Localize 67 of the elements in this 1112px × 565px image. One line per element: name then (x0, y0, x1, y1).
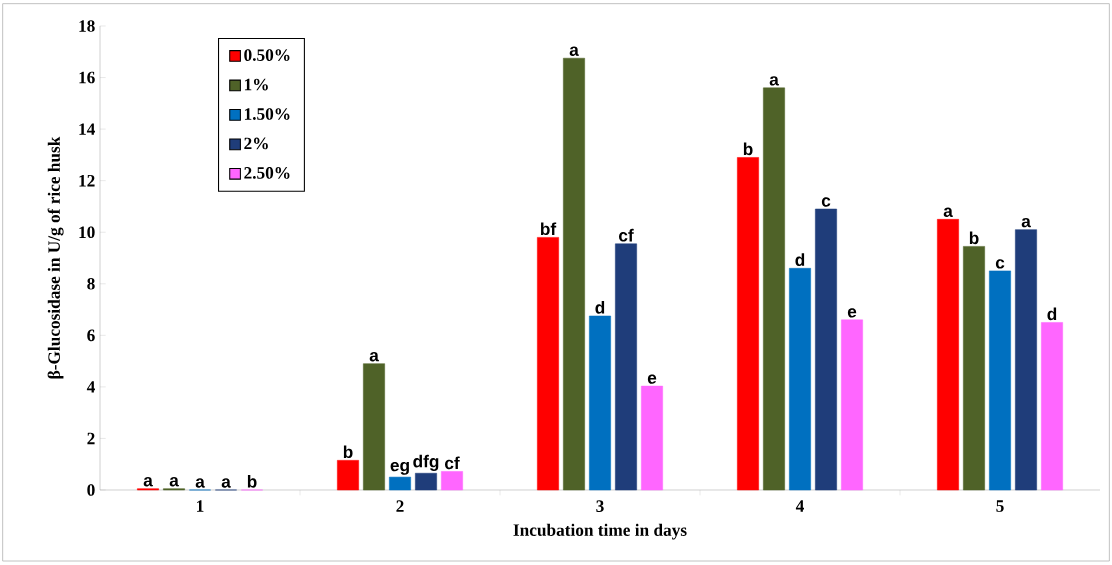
legend-label: 2% (244, 137, 268, 150)
data-label: d (795, 253, 805, 267)
y-tick-label: 14 (79, 123, 95, 135)
data-label: a (369, 351, 379, 362)
bar (989, 270, 1011, 491)
data-label: a (769, 76, 779, 86)
data-label: b (343, 445, 353, 459)
x-axis-title: Incubation time in days (513, 523, 687, 540)
data-label: e (647, 374, 657, 384)
bar (537, 237, 559, 491)
data-label: a (169, 476, 179, 487)
data-label: a (221, 478, 231, 488)
data-label: c (995, 259, 1005, 269)
data-label: e (847, 308, 857, 318)
x-tick-label: 3 (596, 500, 604, 512)
bar (1015, 229, 1037, 491)
y-tick-label: 0 (87, 484, 95, 496)
legend-label: 2.50% (244, 167, 290, 179)
data-label: d (1047, 307, 1057, 321)
x-tick-label: 1 (197, 500, 204, 512)
bar (815, 208, 837, 491)
y-tick-label: 10 (79, 226, 95, 239)
data-label: eg (390, 461, 409, 475)
bar (389, 476, 411, 491)
bar (789, 268, 811, 491)
data-label: dfg (413, 454, 439, 471)
bar (415, 472, 437, 491)
data-label: a (569, 46, 579, 56)
data-label: b (969, 231, 979, 245)
bar (737, 157, 759, 491)
y-axis-title: β-Glucosidase in U/g of rice husk (47, 136, 64, 379)
data-label: a (143, 476, 153, 487)
data-label: cf (618, 228, 634, 242)
bar (563, 57, 585, 491)
bar (763, 87, 785, 491)
y-tick-label: 18 (79, 20, 95, 32)
data-label: d (595, 301, 605, 314)
y-tick-label: 8 (87, 277, 95, 290)
data-label: a (943, 207, 953, 218)
bar (337, 460, 359, 491)
x-tick-label: 2 (396, 500, 404, 512)
y-tick-label: 6 (87, 329, 95, 342)
bar (363, 363, 385, 491)
data-label: a (195, 478, 205, 488)
x-tick-label: 4 (795, 500, 804, 512)
x-tick-label: 5 (996, 500, 1004, 512)
legend-label: 1.50% (244, 108, 290, 120)
bar (641, 385, 663, 491)
data-label: b (743, 142, 753, 156)
data-label: bf (541, 222, 557, 236)
data-label: cf (444, 456, 460, 470)
legend-label: 0.50% (244, 49, 290, 61)
bar (963, 246, 985, 491)
y-tick-label: 4 (86, 381, 95, 393)
data-label: b (247, 475, 257, 488)
bar (615, 243, 637, 491)
bar (1041, 322, 1063, 491)
y-tick-label: 12 (79, 174, 95, 187)
bar (937, 219, 959, 491)
y-tick-label: 2 (87, 432, 95, 445)
bar (589, 315, 611, 491)
data-label: a (1021, 217, 1031, 228)
y-tick-label: 16 (79, 71, 95, 84)
legend-label: 1% (244, 78, 268, 91)
bar (441, 471, 463, 491)
bar (841, 319, 863, 491)
data-label: c (821, 197, 831, 207)
